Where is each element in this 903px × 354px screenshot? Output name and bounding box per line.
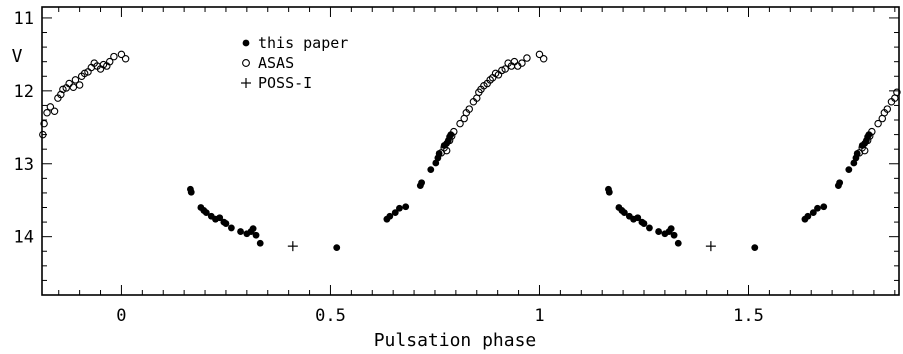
point-asas (110, 52, 118, 61)
point-poss-i (705, 241, 716, 252)
point-this-paper (845, 166, 853, 173)
x-tick-label: 1.5 (733, 306, 764, 326)
point-this-paper (402, 203, 410, 211)
legend-label-asas: ASAS (258, 54, 294, 72)
point-this-paper (655, 228, 663, 235)
data-points (39, 50, 901, 252)
point-this-paper (634, 214, 642, 222)
point-asas (69, 83, 78, 91)
point-asas (442, 146, 451, 155)
point-this-paper (427, 166, 435, 173)
point-asas (865, 132, 874, 140)
point-asas (43, 108, 51, 117)
x-tick-label: 1 (534, 306, 544, 326)
point-asas (75, 81, 84, 89)
point-this-paper (670, 231, 678, 239)
point-this-paper (391, 209, 399, 217)
point-asas (523, 54, 531, 62)
point-asas (50, 107, 59, 116)
point-this-paper (640, 220, 648, 227)
point-asas (99, 60, 108, 69)
point-poss-i (287, 241, 298, 252)
legend-marker-this-paper (242, 39, 250, 47)
point-this-paper (804, 212, 812, 220)
point-asas (539, 55, 548, 63)
point-asas (860, 146, 869, 155)
tick-labels: 0 0.5 1 1.5 11 12 13 14 (14, 9, 764, 326)
point-this-paper (836, 179, 844, 187)
point-asas (501, 65, 509, 73)
point-this-paper (222, 220, 230, 227)
point-this-paper (814, 204, 821, 212)
legend: this paper ASAS POSS-I (241, 34, 348, 92)
point-this-paper (820, 203, 828, 211)
axis-ticks (42, 7, 899, 296)
x-axis-label: Pulsation phase (374, 330, 537, 351)
point-asas (486, 76, 494, 84)
point-this-paper (853, 150, 861, 157)
point-asas (71, 76, 80, 84)
point-this-paper (432, 159, 440, 167)
point-this-paper (187, 188, 195, 196)
point-this-paper (667, 225, 675, 233)
x-tick-label: 0.5 (315, 306, 346, 326)
y-tick-label: 11 (14, 9, 34, 29)
point-asas (39, 130, 47, 139)
point-this-paper (646, 224, 653, 232)
legend-marker-asas (242, 59, 250, 67)
legend-label-this-paper: this paper (258, 34, 348, 52)
point-this-paper (237, 228, 244, 235)
point-asas (465, 105, 473, 113)
point-asas (59, 85, 67, 94)
x-tick-label: 0 (116, 306, 126, 326)
point-asas (447, 132, 456, 140)
y-tick-label: 14 (14, 228, 34, 248)
point-this-paper (674, 239, 682, 247)
plot-frame (41, 6, 900, 296)
point-this-paper (333, 244, 341, 252)
point-asas (117, 50, 126, 59)
point-this-paper (256, 239, 264, 247)
y-axis-label: V (12, 46, 23, 67)
point-asas (883, 105, 892, 113)
point-this-paper (396, 204, 403, 212)
point-asas (874, 119, 882, 128)
point-this-paper (227, 224, 235, 232)
point-this-paper (252, 231, 260, 239)
y-tick-label: 13 (14, 155, 34, 175)
point-asas (105, 57, 114, 66)
point-asas (868, 127, 876, 136)
point-this-paper (620, 209, 628, 217)
point-asas (893, 88, 901, 97)
point-this-paper (809, 209, 817, 217)
point-this-paper (850, 159, 858, 167)
point-this-paper (216, 214, 224, 222)
point-asas (445, 136, 454, 145)
point-asas (40, 119, 48, 128)
point-this-paper (605, 188, 613, 196)
point-asas (65, 79, 73, 88)
point-asas (498, 66, 506, 75)
point-asas (46, 103, 55, 111)
point-asas (121, 55, 130, 63)
point-asas (535, 50, 544, 59)
legend-marker-poss-i (241, 78, 251, 88)
point-this-paper (202, 209, 210, 217)
point-this-paper (418, 179, 425, 187)
point-this-paper (386, 212, 394, 220)
point-asas (80, 69, 89, 78)
point-asas (863, 136, 872, 145)
point-asas (456, 119, 464, 128)
legend-label-poss-i: POSS-I (258, 74, 312, 92)
point-this-paper (249, 225, 257, 233)
point-asas (518, 59, 526, 67)
point-this-paper (435, 150, 443, 157)
point-asas (450, 127, 458, 136)
point-this-paper (751, 244, 759, 252)
y-tick-label: 12 (14, 82, 34, 102)
